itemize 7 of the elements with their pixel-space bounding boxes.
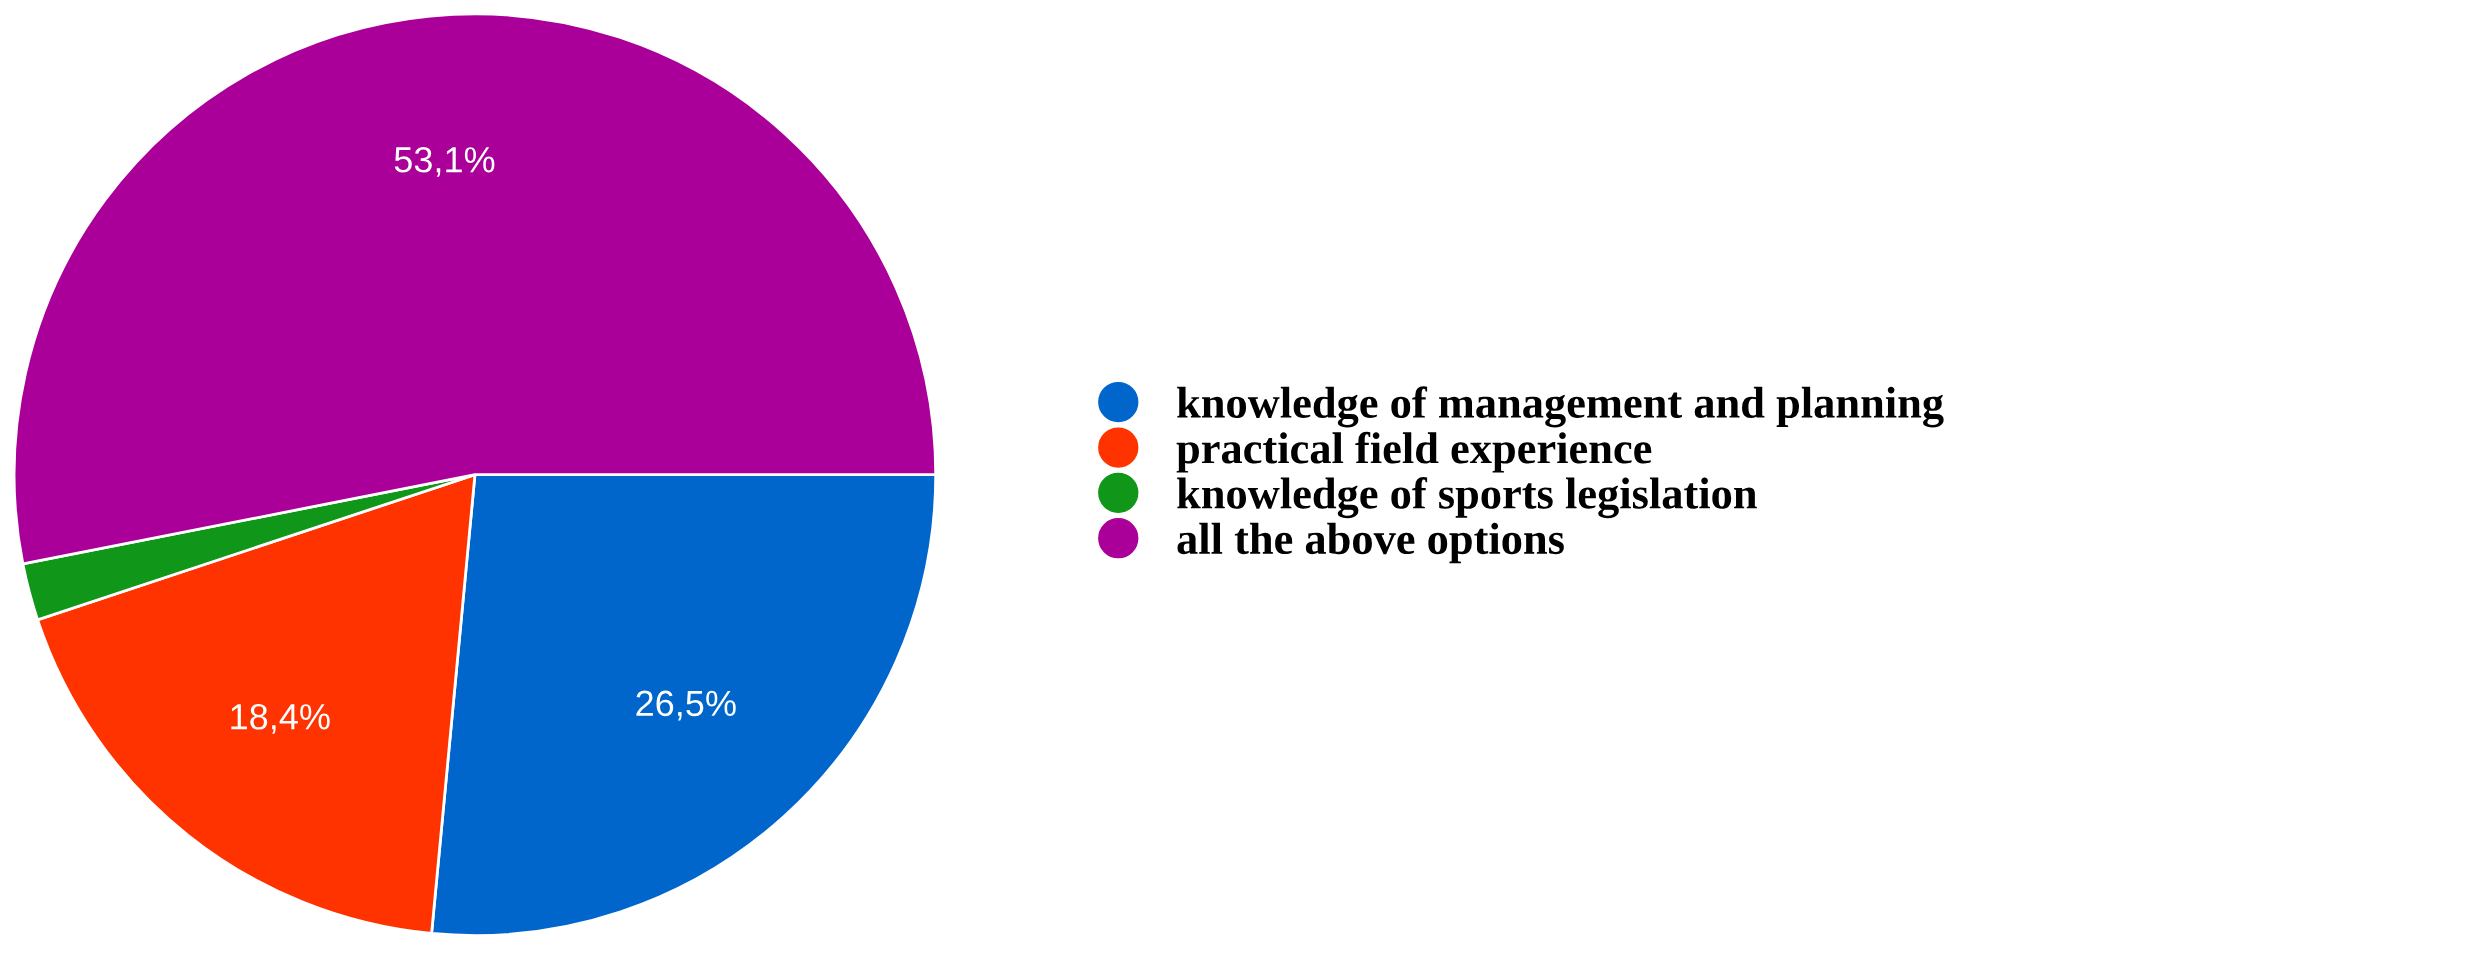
- data-label: 53,1%: [394, 146, 495, 177]
- data-label: 26,5%: [636, 690, 736, 721]
- data-label: 18,4%: [231, 703, 330, 734]
- legend-label: all the above options: [1177, 522, 1564, 564]
- legend-label: practical field experience: [1176, 431, 1652, 473]
- legend-label: knowledge of management and planning: [1177, 386, 1944, 428]
- legend-label: knowledge of sports legislation: [1177, 477, 1757, 519]
